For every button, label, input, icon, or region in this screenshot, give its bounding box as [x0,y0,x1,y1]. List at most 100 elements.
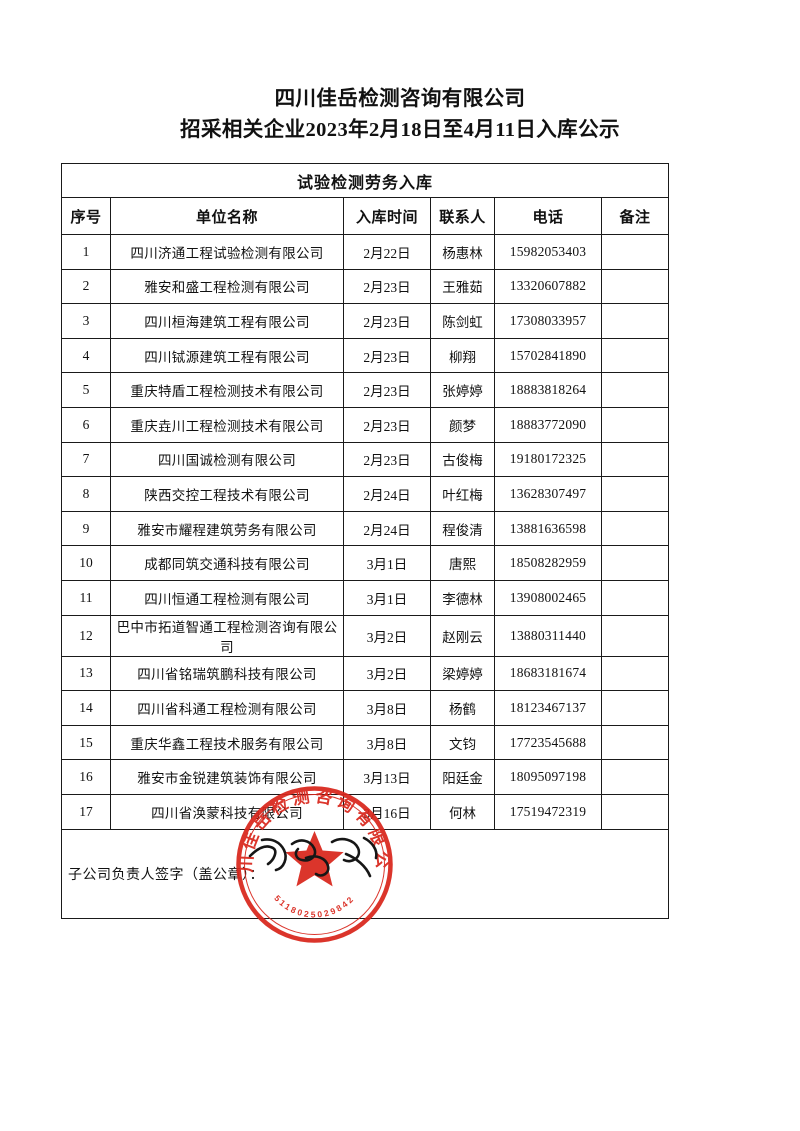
cell-note [600,510,670,547]
cell-contact: 杨鹤 [430,690,495,726]
column-header-date: 入库时间 [343,197,431,235]
cell-seq: 9 [61,510,111,547]
cell-phone: 18095097198 [494,759,602,795]
table-header-row: 序号 单位名称 入库时间 联系人 电话 备注 [61,197,670,235]
cell-name: 四川铽源建筑工程有限公司 [110,337,344,374]
cell-date: 2月22日 [343,234,431,270]
cell-name: 四川国诚检测有限公司 [110,441,344,478]
cell-phone: 18508282959 [494,545,602,581]
cell-name: 成都同筑交通科技有限公司 [110,545,344,581]
cell-note [600,724,670,761]
cell-note [600,406,670,443]
cell-contact: 叶红梅 [430,476,495,512]
cell-phone: 17308033957 [494,303,602,339]
cell-contact: 柳翔 [430,337,495,374]
cell-date: 3月1日 [343,545,431,581]
cell-seq: 11 [61,579,111,616]
cell-seq: 15 [61,724,111,761]
column-header-contact: 联系人 [430,197,495,235]
cell-phone: 18883772090 [494,406,602,443]
cell-note [600,690,670,726]
title-line-subject: 招采相关企业2023年2月18日至4月11日入库公示 [180,119,620,141]
cell-name: 雅安市耀程建筑劳务有限公司 [110,510,344,547]
entry-table: 试验检测劳务入库 序号 单位名称 入库时间 联系人 电话 备注 1 四川济通工程试… [60,163,670,919]
cell-contact: 程俊清 [430,510,495,547]
table-row: 6 重庆垚川工程检测技术有限公司 2月23日 颜梦 18883772090 [61,406,670,443]
cell-note [600,793,670,830]
cell-phone: 19180172325 [494,441,602,478]
cell-note [600,268,670,305]
cell-seq: 6 [61,406,111,443]
table-row: 10 成都同筑交通科技有限公司 3月1日 唐熙 18508282959 [61,545,670,581]
cell-phone: 13628307497 [494,476,602,512]
cell-phone: 18883818264 [494,372,602,408]
table-row: 12 巴中市拓道智通工程检测咨询有限公司 3月2日 赵刚云 13880311440 [61,614,670,657]
table-section-title-row: 试验检测劳务入库 [60,163,670,198]
table-row: 4 四川铽源建筑工程有限公司 2月23日 柳翔 15702841890 [61,337,670,374]
table-row: 7 四川国诚检测有限公司 2月23日 古俊梅 19180172325 [61,441,670,478]
cell-contact: 陈剑虹 [430,303,495,339]
cell-note [600,655,670,692]
cell-date: 2月23日 [343,303,431,339]
cell-contact: 梁婷婷 [430,655,495,692]
cell-contact: 文钧 [430,724,495,761]
cell-name: 重庆垚川工程检测技术有限公司 [110,406,344,443]
cell-contact: 古俊梅 [430,441,495,478]
cell-note [600,337,670,374]
cell-contact: 王雅茹 [430,268,495,305]
cell-phone: 15702841890 [494,337,602,374]
cell-date: 3月16日 [343,793,431,830]
cell-name: 陕西交控工程技术有限公司 [110,476,344,512]
cell-note [600,759,670,795]
cell-phone: 13880311440 [494,614,602,657]
cell-contact: 杨惠林 [430,234,495,270]
cell-date: 2月23日 [343,372,431,408]
cell-date: 3月8日 [343,690,431,726]
cell-date: 3月2日 [343,655,431,692]
signature-row: 子公司负责人签字（盖公章）： [60,828,670,919]
cell-date: 2月23日 [343,268,431,305]
document-title: 四川佳岳检测咨询有限公司 招采相关企业2023年2月18日至4月11日入库公示 [0,84,800,146]
cell-date: 2月23日 [343,406,431,443]
entry-table-container: 试验检测劳务入库 序号 单位名称 入库时间 联系人 电话 备注 1 四川济通工程试… [60,163,670,919]
cell-seq: 12 [61,614,111,657]
cell-note [600,579,670,616]
cell-date: 3月2日 [343,614,431,657]
cell-name: 四川恒通工程检测有限公司 [110,579,344,616]
cell-name: 四川省科通工程检测有限公司 [110,690,344,726]
cell-contact: 阳廷金 [430,759,495,795]
cell-contact: 张婷婷 [430,372,495,408]
cell-name: 重庆特盾工程检测技术有限公司 [110,372,344,408]
cell-name: 四川省铭瑞筑鹏科技有限公司 [110,655,344,692]
cell-name: 四川省涣蒙科技有限公司 [110,793,344,830]
table-row: 14 四川省科通工程检测有限公司 3月8日 杨鹤 18123467137 [61,690,670,726]
cell-phone: 13881636598 [494,510,602,547]
cell-seq: 8 [61,476,111,512]
cell-name: 巴中市拓道智通工程检测咨询有限公司 [110,614,344,657]
cell-phone: 17723545688 [494,724,602,761]
column-header-note: 备注 [600,197,670,235]
table-row: 17 四川省涣蒙科技有限公司 3月16日 何林 17519472319 [61,793,670,830]
cell-seq: 17 [61,793,111,830]
cell-note [600,614,670,657]
cell-date: 3月13日 [343,759,431,795]
cell-seq: 14 [61,690,111,726]
section-title-cell: 试验检测劳务入库 [60,163,670,198]
title-line-company: 四川佳岳检测咨询有限公司 [274,88,526,110]
cell-seq: 5 [61,372,111,408]
table-row: 5 重庆特盾工程检测技术有限公司 2月23日 张婷婷 18883818264 [61,372,670,408]
cell-name: 四川桓海建筑工程有限公司 [110,303,344,339]
table-row: 3 四川桓海建筑工程有限公司 2月23日 陈剑虹 17308033957 [61,303,670,339]
table-row: 9 雅安市耀程建筑劳务有限公司 2月24日 程俊清 13881636598 [61,510,670,547]
table-row: 16 雅安市金锐建筑装饰有限公司 3月13日 阳廷金 18095097198 [61,759,670,795]
cell-note [600,234,670,270]
cell-contact: 唐熙 [430,545,495,581]
cell-date: 2月24日 [343,476,431,512]
cell-date: 2月23日 [343,337,431,374]
cell-date: 3月1日 [343,579,431,616]
cell-phone: 18123467137 [494,690,602,726]
cell-note [600,372,670,408]
cell-phone: 13320607882 [494,268,602,305]
cell-seq: 7 [61,441,111,478]
